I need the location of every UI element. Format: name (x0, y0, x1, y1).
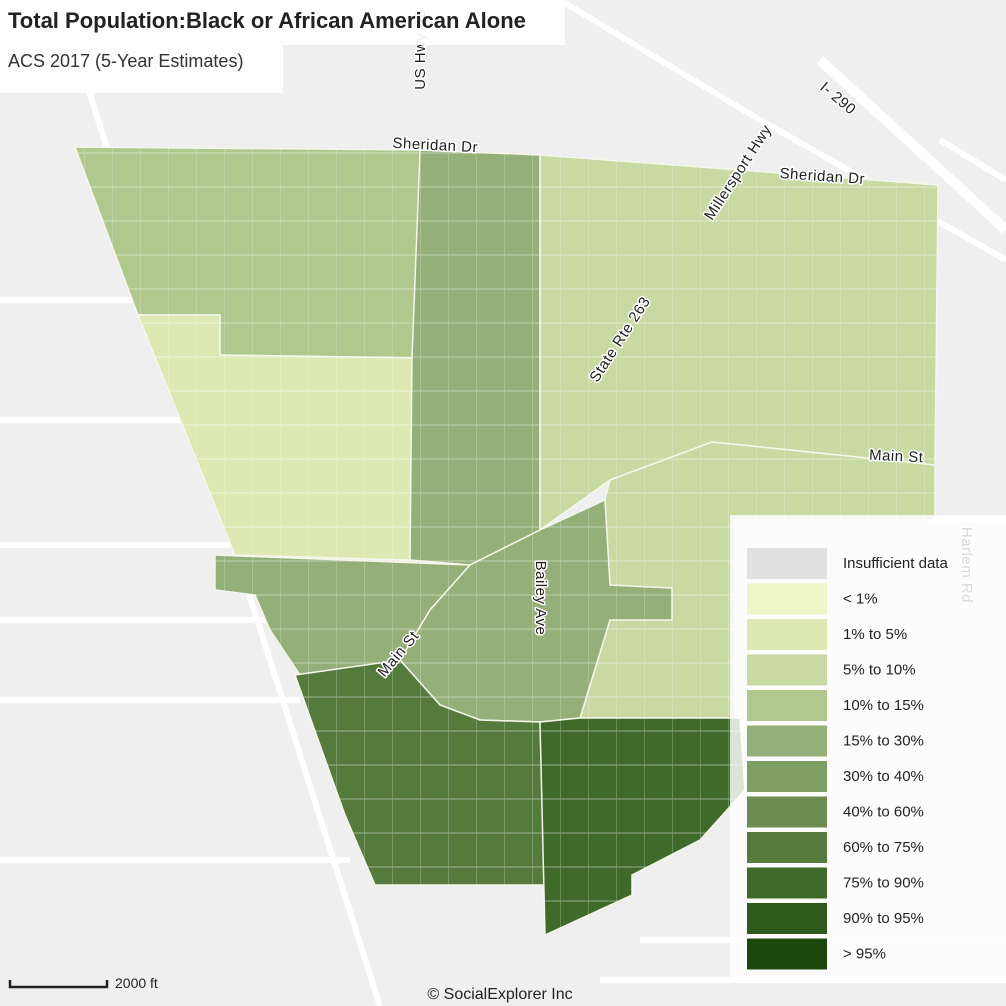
street-texture (540, 155, 938, 530)
legend-swatch (747, 796, 827, 828)
street-texture (400, 500, 672, 722)
scale-label: 2000 ft (115, 975, 158, 991)
legend-label: > 95% (843, 945, 886, 962)
subtitle: ACS 2017 (5-Year Estimates) (8, 51, 243, 71)
legend-swatch (747, 832, 827, 863)
scale-bar (8, 980, 109, 989)
title: Total Population:Black or African Americ… (8, 8, 526, 33)
street-texture (410, 150, 540, 565)
title-box (0, 0, 565, 45)
legend-swatch (747, 619, 827, 650)
legend-swatch (747, 903, 827, 934)
legend: Insufficient data < 1% 1% to 5% 5% to 10% 10… (747, 548, 948, 970)
street-texture (75, 147, 420, 358)
legend-swatch (747, 725, 827, 757)
legend-swatch (747, 654, 827, 686)
street-texture (540, 718, 745, 935)
legend-swatch (747, 548, 827, 579)
legend-label: 5% to 10% (843, 661, 916, 678)
legend-label: < 1% (843, 590, 878, 607)
credit: © SocialExplorer Inc (427, 986, 572, 1003)
street-texture (215, 555, 470, 675)
legend-swatch (747, 938, 827, 970)
legend-label: 40% to 60% (843, 803, 924, 820)
legend-label: 60% to 75% (843, 839, 924, 856)
legend-label: 75% to 90% (843, 874, 924, 891)
legend-label: 1% to 5% (843, 626, 907, 643)
legend-label: Insufficient data (843, 555, 948, 572)
subtitle-box (0, 45, 283, 93)
legend-label: 90% to 95% (843, 910, 924, 927)
street-texture (580, 442, 935, 718)
tracts (73, 146, 939, 937)
street-texture (138, 315, 412, 560)
road-label: Bailey Ave (532, 561, 549, 636)
legend-swatch (747, 690, 827, 721)
road-label: Main St (869, 447, 924, 467)
legend-label: 30% to 40% (843, 768, 924, 785)
legend-swatch (747, 761, 827, 792)
legend-label: 10% to 15% (843, 697, 924, 714)
legend-swatch (747, 867, 827, 899)
legend-label: 15% to 30% (843, 732, 924, 749)
street-texture (295, 660, 545, 885)
legend-swatch (747, 583, 827, 615)
